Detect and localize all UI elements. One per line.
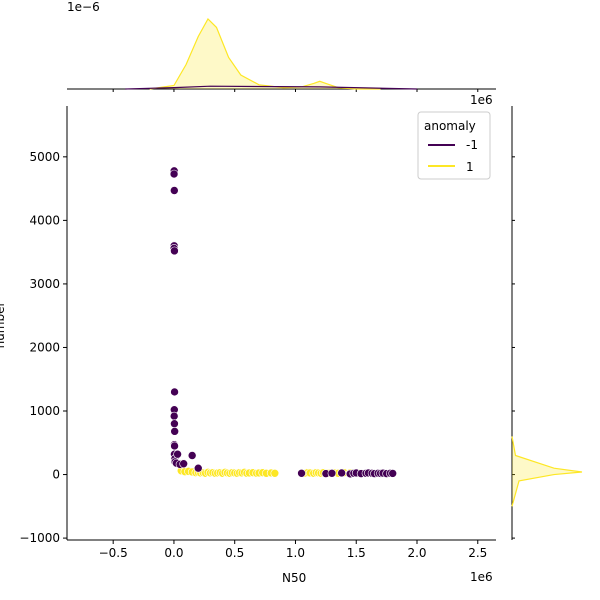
marginal-x-offset-text: 1e−6 [67, 0, 100, 14]
y-tick-label: 3000 [29, 277, 60, 291]
legend-label-neg1: -1 [466, 138, 478, 152]
x-tick-label: −0.5 [99, 546, 128, 560]
scatter-point [170, 186, 179, 195]
y-tick-label: 5000 [29, 150, 60, 164]
scatter-point [327, 468, 337, 478]
y-axis-label: number [0, 302, 7, 349]
scatter-point [193, 463, 203, 473]
scatter-point [337, 468, 346, 478]
scatter-point [170, 441, 179, 451]
scatter-point [170, 246, 179, 256]
scatter-point [173, 449, 182, 459]
scatter-point [170, 387, 179, 397]
legend-label-1: 1 [466, 160, 474, 174]
x-tick-label: 1.0 [286, 546, 305, 560]
legend-title: anomaly [424, 119, 476, 133]
series-1 [176, 466, 363, 478]
marginal-y-fill-1 [512, 436, 582, 507]
x-axis-label: N50 [282, 571, 306, 585]
marginal-x-line-1 [149, 18, 381, 90]
marginal-x-fill-1 [149, 19, 381, 89]
scatter-point [270, 468, 280, 478]
x-tick-label: 2.5 [468, 546, 487, 560]
series-neg1 [169, 166, 397, 479]
scatter-plot-area: −0.5 0.0 0.5 1.0 1.5 2.0 2.5 −1000 0 1000 2000 3000… [19, 106, 496, 560]
y-tick-label: −1000 [19, 531, 60, 545]
marginal-y-density-plot [511, 106, 583, 540]
marginal-y-line-1 [511, 436, 583, 507]
y-tick-label: 0 [52, 468, 60, 482]
marginal-x-density-plot [67, 18, 496, 92]
x-tick-label: 2.0 [407, 546, 426, 560]
x-tick-label: 1.5 [347, 546, 366, 560]
scatter-point [187, 451, 197, 460]
scatter-point [169, 411, 179, 421]
scatter-point [169, 169, 179, 179]
legend: anomaly -1 1 [417, 111, 491, 180]
scatter-point [170, 419, 179, 429]
x-tick-label: 0.5 [225, 546, 244, 560]
marginal-y-offset-text: 1e6 [470, 93, 493, 107]
scatter-point [388, 469, 397, 478]
x-tick-label: 0.0 [164, 546, 183, 560]
marginal-x-line-neg1 [125, 85, 418, 90]
y-tick-label: 4000 [29, 213, 60, 227]
x-offset-text: 1e6 [470, 570, 493, 584]
y-tick-label: 1000 [29, 404, 60, 418]
scatter-point [297, 468, 306, 478]
y-tick-label: 2000 [29, 340, 60, 354]
scatter-point [170, 427, 179, 436]
scatter-point [179, 459, 188, 469]
